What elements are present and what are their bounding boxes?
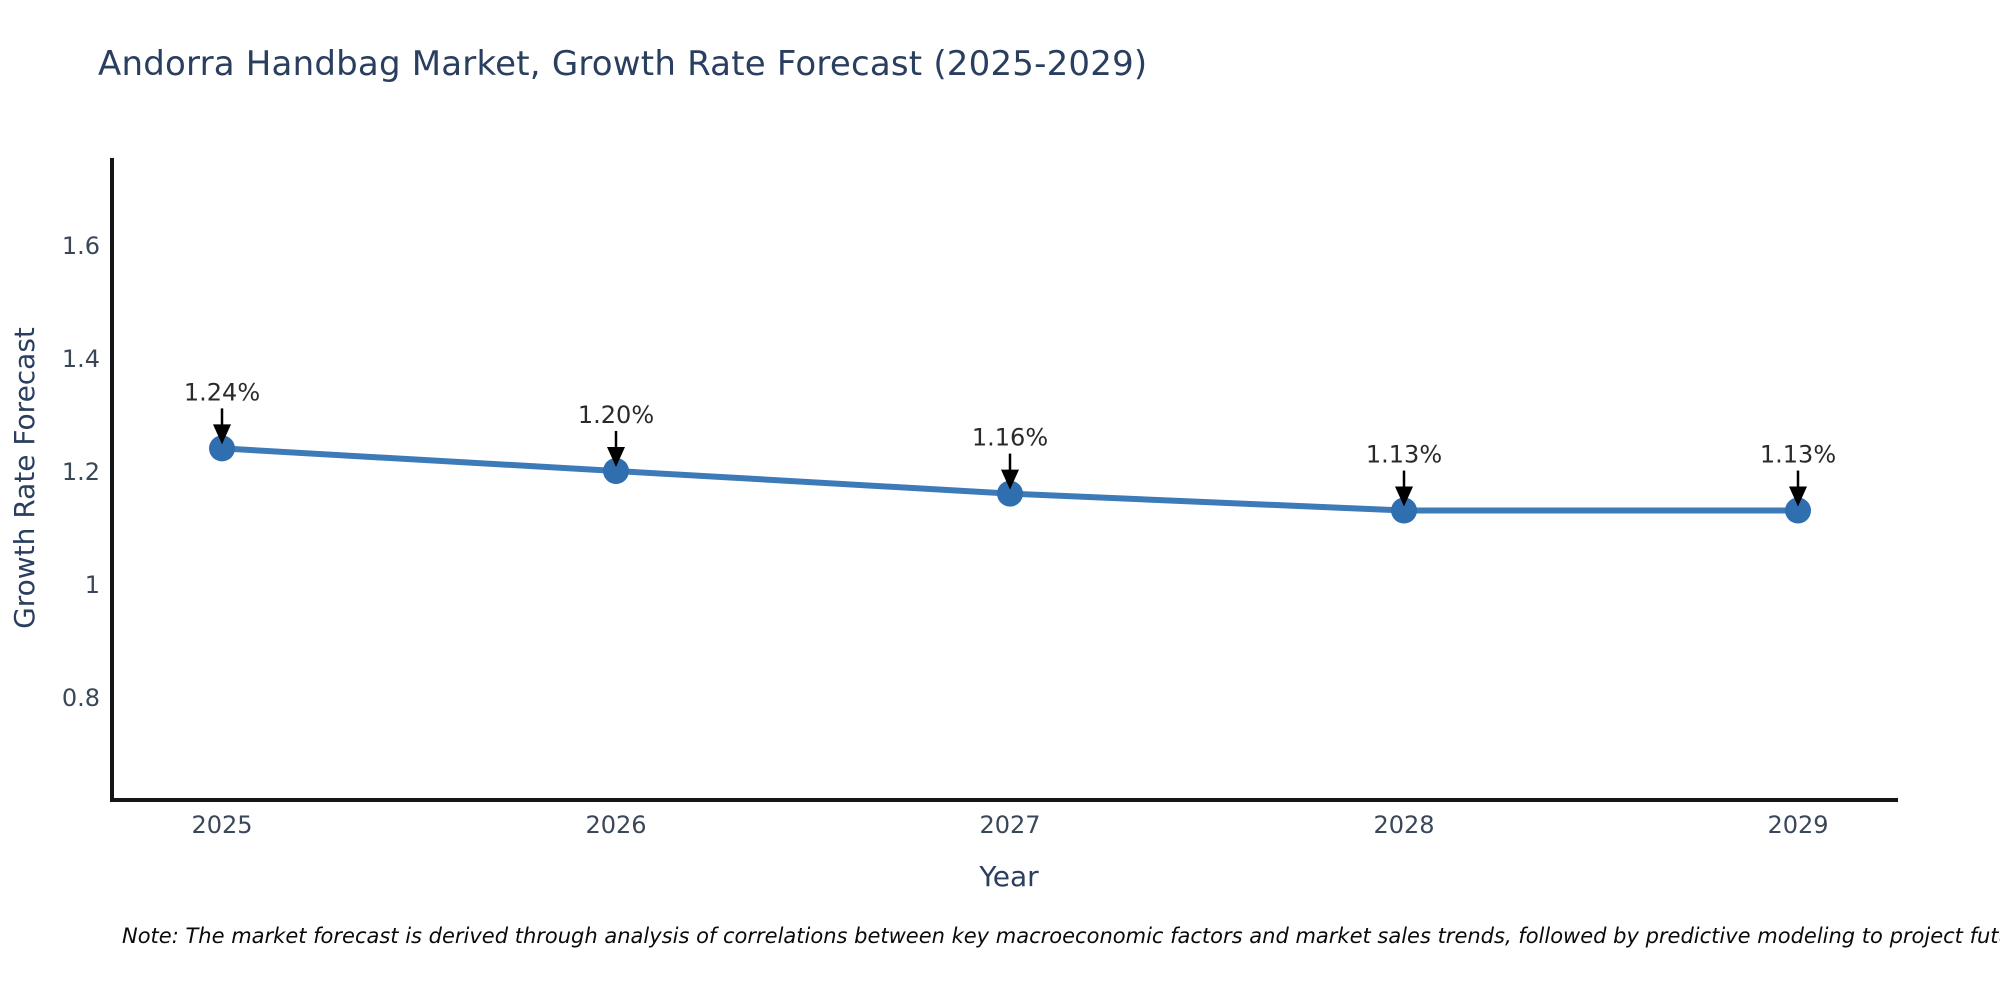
- x-tick-label: 2026: [585, 811, 646, 839]
- arrow-down-icon: [213, 424, 231, 445]
- data-point-marker[interactable]: [209, 435, 235, 462]
- y-tick-label: 1.4: [62, 345, 100, 373]
- data-point-marker[interactable]: [1391, 497, 1417, 524]
- x-tick-label: 2027: [979, 811, 1040, 839]
- y-axis-title: Growth Rate Forecast: [8, 327, 41, 629]
- x-axis-title: Year: [978, 860, 1039, 893]
- arrow-down-icon: [1789, 486, 1807, 507]
- chart-title: Andorra Handbag Market, Growth Rate Fore…: [98, 44, 1148, 84]
- arrow-down-icon: [607, 447, 625, 467]
- x-tick-label: 2029: [1767, 811, 1828, 839]
- arrow-down-icon: [1001, 469, 1019, 490]
- y-tick-label: 1.2: [62, 458, 100, 486]
- data-label: 1.16%: [972, 424, 1048, 452]
- y-tick-label: 1: [85, 571, 100, 599]
- data-point-marker[interactable]: [997, 480, 1023, 507]
- data-point-marker[interactable]: [1785, 497, 1811, 524]
- chart-footnote: Note: The market forecast is derived thr…: [122, 924, 2000, 948]
- data-point-marker[interactable]: [603, 458, 629, 484]
- data-label: 1.20%: [578, 401, 654, 429]
- arrow-down-icon: [1395, 486, 1413, 507]
- data-label: 1.13%: [1366, 441, 1442, 469]
- data-label: 1.24%: [184, 378, 260, 406]
- y-tick-label: 1.6: [62, 232, 100, 260]
- y-tick-label: 0.8: [62, 684, 100, 712]
- x-tick-label: 2028: [1373, 811, 1434, 839]
- x-tick-label: 2025: [191, 811, 252, 839]
- data-label: 1.13%: [1760, 441, 1836, 469]
